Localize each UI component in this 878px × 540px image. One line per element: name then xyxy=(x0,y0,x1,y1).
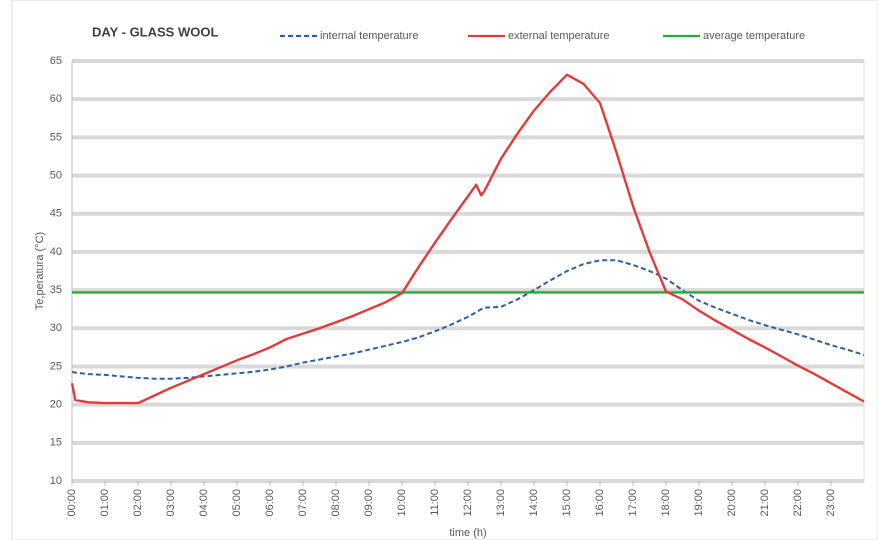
x-tick-label: 19:00 xyxy=(693,489,705,517)
y-tick-label: 10 xyxy=(50,475,62,487)
x-tick-label: 12:00 xyxy=(462,489,474,517)
x-tick-label: 17:00 xyxy=(627,489,639,517)
y-axis-label: Te,peratura (°C) xyxy=(34,232,46,310)
y-tick-label: 60 xyxy=(50,93,62,105)
y-tick-label: 20 xyxy=(50,399,62,411)
legend-label: external temperature xyxy=(508,30,610,42)
x-tick-label: 07:00 xyxy=(297,489,309,517)
x-tick-label: 08:00 xyxy=(330,489,342,517)
x-tick-label: 04:00 xyxy=(198,489,210,517)
x-axis-label: time (h) xyxy=(449,527,486,539)
y-tick-label: 65 xyxy=(50,55,62,67)
x-tick-label: 02:00 xyxy=(132,489,144,517)
x-tick-label: 10:00 xyxy=(396,489,408,517)
x-tick-label: 06:00 xyxy=(264,489,276,517)
x-tick-label: 18:00 xyxy=(660,489,672,517)
x-tick-label: 01:00 xyxy=(99,489,111,517)
x-tick-label: 22:00 xyxy=(792,489,804,517)
y-tick-label: 50 xyxy=(50,169,62,181)
y-tick-label: 25 xyxy=(50,360,62,372)
x-tick-label: 00:00 xyxy=(66,489,78,517)
x-tick-label: 09:00 xyxy=(363,489,375,517)
y-tick-label: 30 xyxy=(50,322,62,334)
x-tick-label: 15:00 xyxy=(561,489,573,517)
x-tick-label: 05:00 xyxy=(231,489,243,517)
y-tick-label: 55 xyxy=(50,131,62,143)
chart-title: DAY - GLASS WOOL xyxy=(92,24,218,39)
legend-label: internal temperature xyxy=(320,30,418,42)
x-tick-label: 21:00 xyxy=(759,489,771,517)
x-tick-label: 20:00 xyxy=(726,489,738,517)
legend-label: average temperature xyxy=(703,30,805,42)
x-tick-label: 03:00 xyxy=(165,489,177,517)
x-tick-label: 14:00 xyxy=(528,489,540,517)
y-tick-label: 35 xyxy=(50,284,62,296)
chart-frame xyxy=(11,0,878,540)
x-tick-label: 11:00 xyxy=(429,489,441,516)
y-tick-label: 15 xyxy=(50,437,62,449)
x-tick-label: 13:00 xyxy=(495,489,507,517)
series-line xyxy=(70,73,865,405)
y-tick-label: 40 xyxy=(50,246,62,258)
x-tick-label: 16:00 xyxy=(594,489,606,517)
x-tick-label: 23:00 xyxy=(825,489,837,517)
y-tick-label: 45 xyxy=(50,208,62,220)
